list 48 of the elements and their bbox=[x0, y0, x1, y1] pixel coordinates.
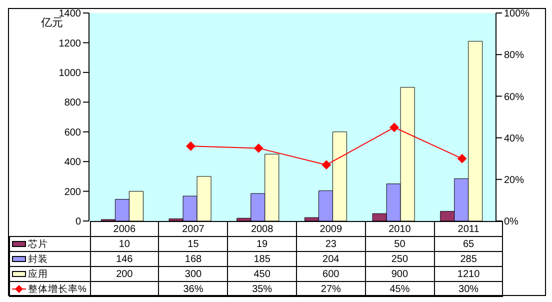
y-tick-label: 800 bbox=[64, 98, 82, 109]
y-tick-label: 400 bbox=[64, 157, 82, 168]
y2-tick-label: 60% bbox=[504, 92, 524, 103]
data-label: 285 bbox=[434, 252, 503, 266]
data-label: 168 bbox=[158, 252, 228, 266]
y-tick-label: 0 bbox=[75, 216, 82, 228]
y2-tick-label: 0% bbox=[504, 216, 519, 228]
y-tick-label: 200 bbox=[64, 186, 82, 198]
x-tick-label: 2006 bbox=[90, 222, 159, 236]
data-label: 30% bbox=[434, 282, 503, 296]
y-tick-label: 600 bbox=[64, 127, 82, 138]
data-label: 65 bbox=[434, 236, 503, 252]
y-axis-title: 亿元 bbox=[41, 17, 63, 30]
legend-label: 应用 bbox=[28, 268, 48, 280]
legend-label: 芯片 bbox=[28, 238, 48, 250]
x-tick-label: 2009 bbox=[296, 222, 366, 236]
data-label: 15 bbox=[158, 236, 228, 252]
legend-label: 整体增长率% bbox=[28, 284, 86, 294]
data-label: 19 bbox=[228, 236, 296, 252]
data-label: 10 bbox=[90, 236, 159, 252]
data-label: 450 bbox=[228, 266, 296, 282]
data-label: 36% bbox=[158, 282, 228, 296]
data-label: 900 bbox=[365, 266, 434, 282]
data-label: 185 bbox=[228, 252, 296, 266]
data-label: 250 bbox=[365, 252, 434, 266]
data-label: 1210 bbox=[434, 266, 503, 282]
y2-tick-label: 20% bbox=[504, 174, 524, 186]
y-tick-label: 1000 bbox=[58, 68, 82, 79]
data-label: 27% bbox=[296, 282, 366, 296]
x-tick-label: 2007 bbox=[158, 222, 228, 236]
y2-tick-label: 40% bbox=[504, 133, 524, 144]
data-label: 300 bbox=[158, 266, 228, 282]
x-tick-label: 2011 bbox=[434, 222, 503, 236]
legend-label: 封装 bbox=[28, 254, 48, 264]
data-label: 35% bbox=[228, 282, 296, 296]
data-label: 600 bbox=[296, 266, 366, 282]
data-label: 23 bbox=[296, 236, 366, 252]
y2-tick-label: 80% bbox=[504, 50, 524, 62]
data-label: 204 bbox=[296, 252, 366, 266]
data-label: 50 bbox=[365, 236, 434, 252]
x-tick-label: 2008 bbox=[228, 222, 296, 236]
y-tick-label: 1200 bbox=[58, 38, 82, 50]
data-label: 45% bbox=[365, 282, 434, 296]
y2-tick-label: 100% bbox=[504, 8, 530, 20]
x-tick-label: 2010 bbox=[365, 222, 434, 236]
data-label: 146 bbox=[90, 252, 159, 266]
y-tick-label: 1400 bbox=[58, 8, 82, 20]
data-label: 200 bbox=[90, 266, 159, 282]
